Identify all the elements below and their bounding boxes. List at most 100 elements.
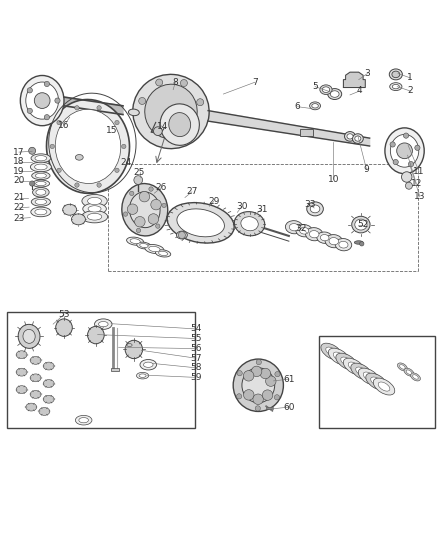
Ellipse shape [35, 156, 47, 161]
Circle shape [27, 88, 32, 93]
Ellipse shape [140, 244, 148, 247]
Ellipse shape [347, 134, 353, 139]
Ellipse shape [354, 241, 363, 244]
Circle shape [406, 182, 413, 189]
Text: 27: 27 [186, 187, 198, 196]
Circle shape [251, 366, 262, 377]
Ellipse shape [145, 84, 197, 139]
Ellipse shape [99, 321, 108, 327]
Circle shape [139, 191, 150, 202]
Ellipse shape [35, 209, 47, 215]
Ellipse shape [32, 172, 50, 180]
Bar [111, 368, 120, 372]
Text: 16: 16 [58, 122, 70, 131]
Circle shape [408, 161, 413, 167]
Ellipse shape [363, 372, 375, 381]
Circle shape [75, 106, 79, 110]
Ellipse shape [320, 235, 329, 241]
Ellipse shape [241, 217, 258, 231]
Polygon shape [208, 111, 370, 146]
Ellipse shape [137, 242, 151, 249]
Text: 53: 53 [58, 310, 70, 319]
Text: 30: 30 [236, 202, 247, 211]
Bar [319, 336, 435, 428]
Circle shape [244, 370, 254, 381]
Ellipse shape [373, 378, 395, 395]
Ellipse shape [353, 134, 363, 143]
Ellipse shape [36, 189, 46, 195]
Ellipse shape [30, 391, 41, 398]
Ellipse shape [356, 367, 367, 376]
Ellipse shape [410, 373, 420, 381]
Circle shape [134, 216, 145, 227]
Ellipse shape [167, 203, 234, 243]
Ellipse shape [177, 231, 187, 239]
Ellipse shape [392, 71, 400, 78]
Circle shape [57, 120, 61, 125]
Circle shape [55, 98, 60, 103]
Ellipse shape [79, 417, 88, 423]
Ellipse shape [397, 363, 407, 371]
Ellipse shape [300, 228, 309, 234]
Ellipse shape [16, 368, 27, 376]
Ellipse shape [330, 91, 339, 98]
Ellipse shape [30, 162, 51, 172]
Text: 54: 54 [190, 325, 201, 334]
Ellipse shape [322, 87, 330, 93]
Ellipse shape [371, 377, 382, 386]
Circle shape [265, 376, 276, 386]
Ellipse shape [155, 250, 171, 257]
Ellipse shape [325, 235, 343, 248]
Ellipse shape [133, 75, 209, 149]
Circle shape [360, 241, 364, 246]
Text: 52: 52 [357, 220, 369, 229]
Ellipse shape [31, 154, 51, 163]
Ellipse shape [242, 368, 275, 403]
Text: 57: 57 [190, 354, 201, 362]
Circle shape [134, 176, 143, 184]
Text: 32: 32 [295, 223, 307, 232]
Ellipse shape [140, 359, 156, 370]
Ellipse shape [35, 164, 47, 170]
Ellipse shape [130, 192, 160, 228]
Text: 24: 24 [121, 158, 132, 167]
Ellipse shape [355, 219, 367, 230]
Ellipse shape [88, 326, 104, 344]
Ellipse shape [321, 343, 343, 360]
Ellipse shape [358, 368, 380, 385]
Text: 22: 22 [14, 204, 25, 213]
Text: 18: 18 [13, 157, 25, 166]
Bar [266, 407, 273, 409]
Text: 8: 8 [173, 78, 178, 87]
Ellipse shape [82, 195, 107, 207]
Ellipse shape [339, 241, 348, 248]
Circle shape [180, 79, 187, 86]
Text: 14: 14 [156, 122, 168, 131]
Polygon shape [343, 72, 365, 87]
Circle shape [260, 368, 271, 379]
Ellipse shape [35, 199, 46, 205]
Text: 58: 58 [190, 364, 201, 372]
Ellipse shape [305, 228, 323, 241]
Text: 4: 4 [357, 86, 362, 95]
Ellipse shape [404, 368, 414, 376]
Circle shape [253, 394, 263, 405]
Ellipse shape [31, 207, 51, 217]
Ellipse shape [130, 239, 140, 244]
Circle shape [274, 394, 279, 400]
Ellipse shape [336, 353, 357, 370]
Ellipse shape [389, 69, 403, 80]
Circle shape [197, 99, 204, 106]
Ellipse shape [83, 203, 106, 215]
Circle shape [237, 394, 242, 399]
Ellipse shape [75, 155, 83, 160]
Ellipse shape [127, 344, 132, 346]
Ellipse shape [149, 246, 160, 252]
Ellipse shape [399, 365, 405, 369]
Ellipse shape [290, 223, 299, 231]
Circle shape [402, 172, 412, 182]
Ellipse shape [345, 132, 356, 141]
Text: 21: 21 [13, 193, 25, 202]
Ellipse shape [43, 395, 54, 403]
Circle shape [256, 359, 261, 365]
